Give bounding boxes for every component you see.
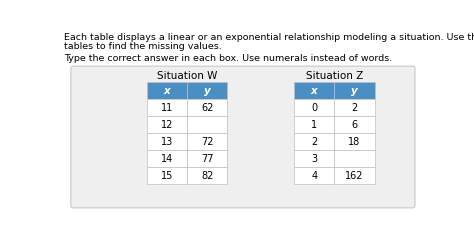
Text: tables to find the missing values.: tables to find the missing values. [64,42,222,51]
Text: x: x [311,86,318,96]
Text: x: x [164,86,170,96]
Text: 18: 18 [348,137,361,147]
Bar [187,167,228,184]
Text: 162: 162 [345,170,364,181]
Text: Situation W: Situation W [157,71,217,81]
Bar [334,133,374,150]
Bar [294,133,334,150]
Bar [147,150,187,167]
Bar [147,82,187,99]
Bar [334,116,374,133]
Bar [147,116,187,133]
Text: 1: 1 [311,120,317,130]
Bar [334,99,374,116]
Text: 62: 62 [201,103,213,113]
Text: 13: 13 [161,137,173,147]
Text: y: y [351,86,358,96]
Text: 6: 6 [351,120,357,130]
Text: 2: 2 [311,137,318,147]
Text: Each table displays a linear or an exponential relationship modeling a situation: Each table displays a linear or an expon… [64,33,474,42]
FancyBboxPatch shape [71,66,415,208]
Text: 2: 2 [351,103,358,113]
Bar [147,99,187,116]
Text: 15: 15 [161,170,173,181]
Bar [294,116,334,133]
Bar [334,150,374,167]
Text: 3: 3 [311,154,317,164]
Text: 4: 4 [311,170,317,181]
Bar [147,133,187,150]
Text: 12: 12 [161,120,173,130]
Text: Type the correct answer in each box. Use numerals instead of words.: Type the correct answer in each box. Use… [64,54,392,63]
Text: y: y [204,86,210,96]
Bar [147,167,187,184]
Bar [187,116,228,133]
Bar [294,150,334,167]
Bar [334,82,374,99]
Text: 72: 72 [201,137,213,147]
Text: 11: 11 [161,103,173,113]
Bar [187,133,228,150]
Text: 82: 82 [201,170,213,181]
Bar [187,82,228,99]
Text: 77: 77 [201,154,213,164]
Bar [294,99,334,116]
Bar [294,82,334,99]
Bar [187,150,228,167]
Text: 0: 0 [311,103,317,113]
Bar [294,167,334,184]
Bar [334,167,374,184]
Text: 14: 14 [161,154,173,164]
Text: Situation Z: Situation Z [306,71,363,81]
Bar [187,99,228,116]
